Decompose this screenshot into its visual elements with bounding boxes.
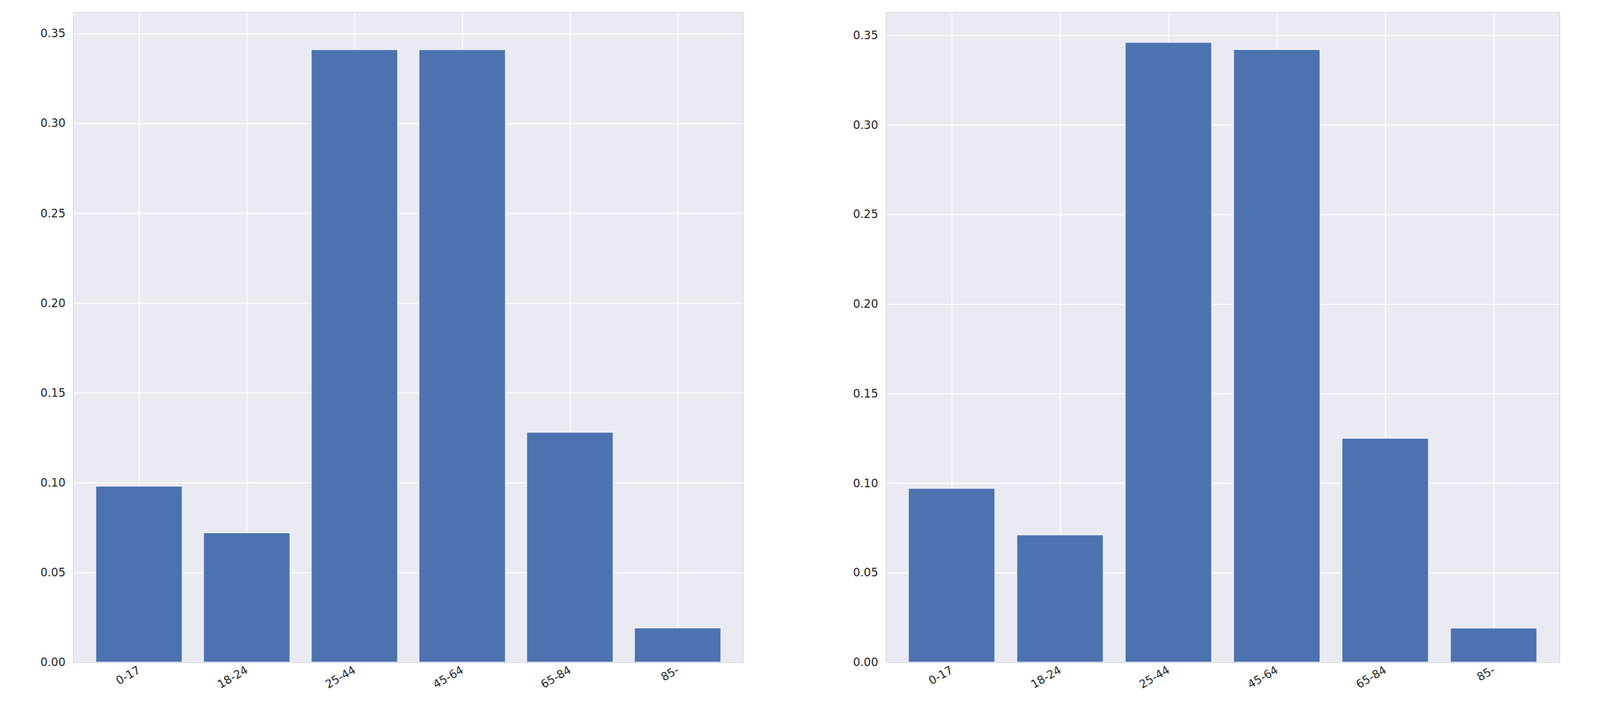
svg-text:0.15: 0.15: [40, 386, 66, 400]
svg-text:0.10: 0.10: [40, 476, 66, 490]
svg-text:45-64: 45-64: [1244, 663, 1281, 691]
svg-text:85-: 85-: [1474, 663, 1497, 684]
svg-text:85-: 85-: [658, 663, 681, 684]
svg-text:0.05: 0.05: [853, 565, 879, 580]
svg-text:0.30: 0.30: [40, 116, 66, 130]
svg-text:0.25: 0.25: [853, 207, 879, 221]
svg-text:0.00: 0.00: [40, 655, 66, 669]
svg-text:0.35: 0.35: [40, 26, 66, 40]
svg-text:65-84: 65-84: [537, 663, 574, 691]
svg-text:0.00: 0.00: [853, 655, 879, 669]
svg-text:0-17: 0-17: [113, 663, 143, 688]
svg-text:0.20: 0.20: [40, 296, 66, 310]
svg-text:25-44: 25-44: [322, 663, 358, 691]
svg-text:18-24: 18-24: [214, 663, 251, 691]
svg-text:65-84: 65-84: [1353, 663, 1389, 691]
svg-text:25-44: 25-44: [1136, 663, 1172, 691]
svg-text:0.05: 0.05: [40, 565, 66, 580]
svg-text:0.30: 0.30: [853, 118, 879, 132]
svg-text:0.20: 0.20: [853, 297, 879, 311]
svg-text:0.15: 0.15: [853, 387, 879, 401]
svg-text:18-24: 18-24: [1028, 663, 1064, 691]
svg-text:0.25: 0.25: [40, 206, 66, 221]
svg-text:0.10: 0.10: [853, 476, 879, 491]
svg-text:0-17: 0-17: [926, 663, 955, 688]
svg-text:0.35: 0.35: [853, 28, 879, 42]
svg-text:45-64: 45-64: [430, 663, 466, 691]
